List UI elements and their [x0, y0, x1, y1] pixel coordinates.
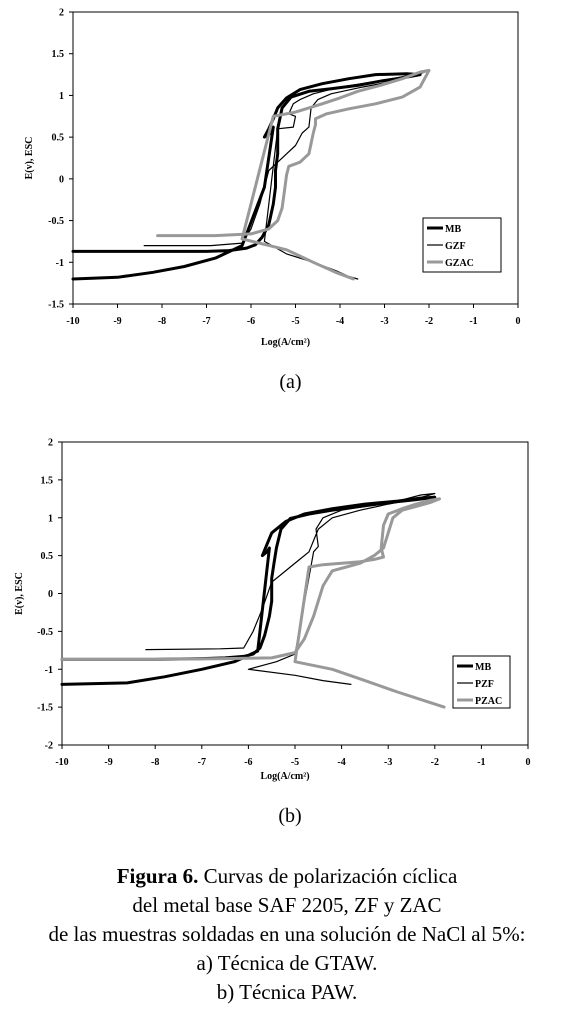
y-tick-label: 1.5: [41, 475, 54, 486]
y-tick-label: 2: [59, 8, 64, 19]
caption-line-1: Figura 6. Curvas de polarización cíclica: [0, 862, 574, 891]
caption-line-2: del metal base SAF 2205, ZF y ZAC: [132, 893, 442, 917]
x-tick-label: -9: [104, 757, 112, 768]
y-tick-label: 1: [59, 91, 64, 102]
legend-label-gzac: GZAC: [445, 258, 474, 269]
y-tick-label: 0.5: [52, 133, 65, 144]
legend: MB GZF GZAC: [422, 217, 502, 273]
x-tick-label: -9: [113, 316, 121, 327]
y-tick-label: -1: [45, 665, 53, 676]
y-tick-label: 0.5: [41, 551, 54, 562]
y-tick-label: 2: [48, 438, 53, 449]
y-tick-label: -0.5: [37, 627, 53, 638]
x-tick-label: -8: [151, 757, 159, 768]
caption-text-1: Curvas de polarización cíclica: [198, 864, 458, 888]
figure-caption: Figura 6. Curvas de polarización cíclica…: [0, 862, 574, 1007]
x-tick-label: 0: [516, 316, 521, 327]
x-tick-label: -8: [158, 316, 166, 327]
x-tick-label: -5: [291, 757, 299, 768]
x-tick-label: -7: [198, 757, 206, 768]
y-tick-label: -1.5: [48, 300, 64, 311]
x-tick-label: -6: [247, 316, 255, 327]
x-tick-label: 0: [526, 757, 531, 768]
legend-label-mb: MB: [445, 224, 461, 235]
caption-line-3: de las muestras soldadas en una solución…: [48, 922, 526, 946]
x-tick-label: -2: [431, 757, 439, 768]
y-tick-label: -1: [56, 258, 64, 269]
legend-label-pzf: PZF: [475, 679, 494, 690]
y-tick-label: -1.5: [37, 703, 53, 714]
legend-label-mb: MB: [475, 662, 491, 673]
y-tick-label: 0: [48, 589, 53, 600]
caption-figure-number: Figura 6.: [116, 864, 199, 888]
x-tick-label: -5: [291, 316, 299, 327]
x-tick-label: -3: [380, 316, 388, 327]
series-line-gzac: [156, 68, 431, 281]
y-tick-label: -0.5: [48, 216, 64, 227]
caption-line-5: b) Técnica PAW.: [216, 980, 358, 1004]
legend: MB PZF PZAC: [452, 655, 511, 709]
series-line-pzac: [60, 497, 446, 709]
legend-label-gzf: GZF: [445, 241, 466, 252]
legend-label-pzac: PZAC: [475, 696, 502, 707]
x-tick-label: -2: [425, 316, 433, 327]
x-tick-label: -1: [469, 316, 477, 327]
x-tick-label: -7: [202, 316, 210, 327]
caption-line-4: a) Técnica de GTAW.: [196, 951, 378, 975]
series-line-mb: [60, 495, 437, 686]
figure: -10 -9 -8 -7 -6 -5 -4 -3 -2 -1 0-1.5-1-0.500.511.5…: [14, 8, 531, 828]
chart-panel-a: -10 -9 -8 -7 -6 -5 -4 -3 -2 -1 0-1.5-1-0.500.511.5…: [24, 8, 521, 394]
x-tick-label: -10: [55, 757, 68, 768]
y-tick-label: 0: [59, 174, 64, 185]
y-axis-label: E(v), ESC: [24, 137, 35, 180]
x-axis-label: Log(A/cm²): [261, 337, 310, 348]
x-tick-label: -4: [337, 757, 345, 768]
y-tick-label: -2: [45, 741, 53, 752]
panel-label: (a): [279, 371, 301, 393]
x-axis-label: Log(A/cm²): [260, 771, 309, 782]
panel-label: (b): [278, 805, 301, 827]
x-tick-label: -10: [66, 316, 79, 327]
y-tick-label: 1: [48, 513, 53, 524]
x-tick-label: -6: [244, 757, 252, 768]
x-tick-label: -1: [477, 757, 485, 768]
y-tick-label: 1.5: [52, 49, 65, 60]
chart-panel-b: -10 -9 -8 -7 -6 -5 -4 -3 -2 -1 0-2-1.5-1-0.500.511…: [14, 438, 531, 828]
y-axis-label: E(v), ESC: [14, 572, 25, 615]
x-tick-label: -3: [384, 757, 392, 768]
x-tick-label: -4: [336, 316, 344, 327]
